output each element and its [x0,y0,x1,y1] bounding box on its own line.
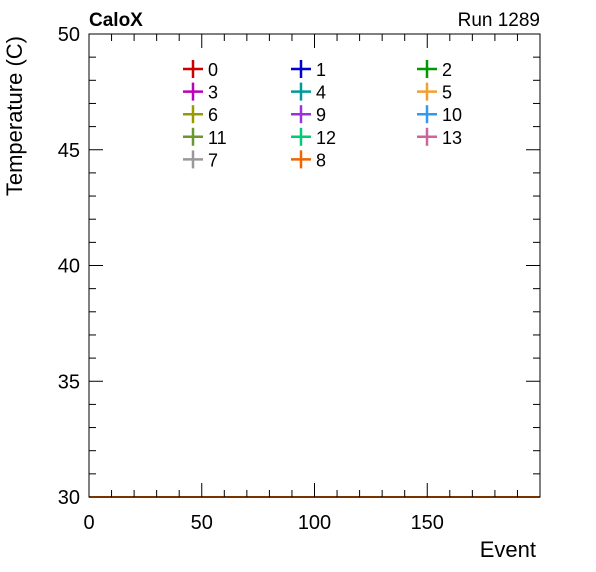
legend-label: 1 [316,60,326,80]
legend-entry-0: 0 [183,60,218,80]
legend-label: 13 [442,128,462,148]
legend-entry-10: 10 [417,105,462,125]
legend-entry-6: 6 [183,105,218,125]
legend-label: 6 [208,105,218,125]
legend-entry-7: 7 [183,150,218,170]
x-tick-label: 100 [298,512,331,534]
y-tick-label: 35 [58,371,80,393]
y-axis-label: Temperature (C) [2,36,27,196]
x-tick-label: 150 [411,512,444,534]
legend-entry-13: 13 [417,127,462,148]
legend-entry-9: 9 [291,105,326,125]
experiment-title: CaloX [89,10,143,31]
legend-label: 9 [316,105,326,125]
legend-label: 3 [208,83,218,103]
legend-label: 8 [316,150,326,170]
legend-entry-8: 8 [291,150,326,170]
x-tick-label: 50 [191,512,213,534]
legend-label: 10 [442,105,462,125]
legend-entry-3: 3 [183,82,218,103]
legend-entry-2: 2 [417,60,452,80]
plot-frame [88,33,541,498]
y-tick-label: 40 [58,256,80,278]
y-tick-label: 50 [58,24,80,46]
legend-label: 0 [208,60,218,80]
legend-entry-11: 11 [183,127,227,148]
legend-entry-1: 1 [291,60,326,80]
run-label: Run 1289 [458,10,540,31]
x-tick-label: 0 [83,512,94,534]
legend-label: 5 [442,83,452,103]
legend-entry-5: 5 [417,82,452,103]
legend-entry-12: 12 [291,127,336,148]
legend-label: 12 [316,128,336,148]
legend-label: 2 [442,60,452,80]
legend-label: 7 [208,150,218,170]
x-axis-label: Event [480,537,536,562]
legend-label: 4 [316,83,326,103]
y-tick-label: 45 [58,140,80,162]
legend-label: 11 [208,128,227,148]
y-tick-label: 30 [58,487,80,509]
legend-entry-4: 4 [291,82,326,103]
